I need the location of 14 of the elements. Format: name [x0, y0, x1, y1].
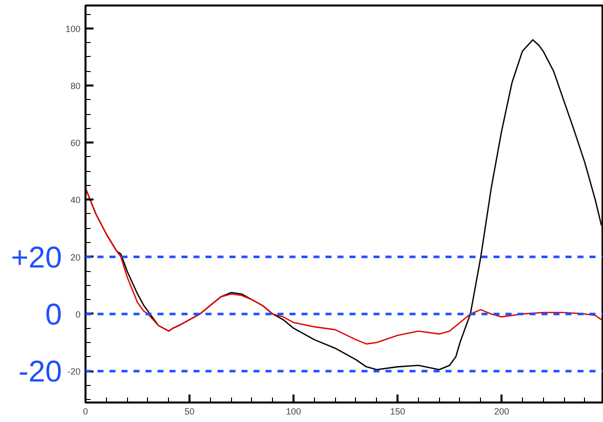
x-tick-label: 100 [286, 406, 302, 416]
ref-line-label: +20 [10, 241, 62, 274]
x-tick-label: 50 [184, 406, 195, 416]
x-tick-label: 150 [390, 406, 406, 416]
y-tick-label: 60 [70, 138, 81, 148]
y-tick-label: -20 [67, 366, 81, 377]
x-tick-label: 0 [82, 406, 88, 416]
y-tick-label: 20 [70, 252, 81, 262]
line-series [86, 188, 602, 345]
y-tick-label: 100 [65, 24, 81, 34]
y-tick-label: 40 [70, 195, 81, 206]
y-tick-label: 0 [75, 309, 81, 320]
y-tick-label: 80 [70, 80, 81, 91]
x-tick-label: 200 [494, 406, 510, 416]
